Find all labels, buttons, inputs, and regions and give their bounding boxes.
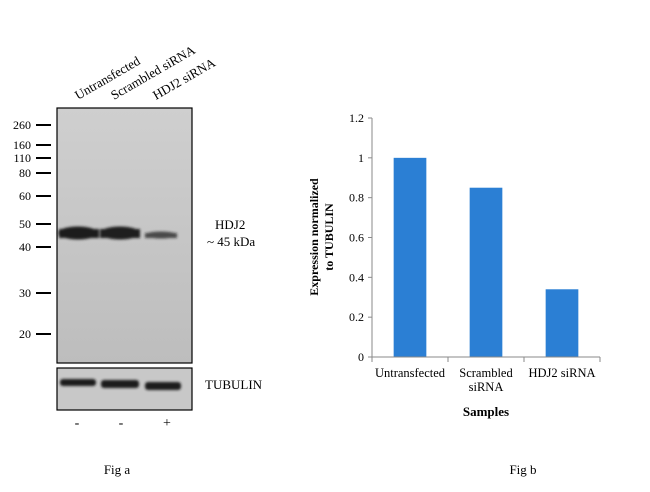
tubulin-bands [60, 379, 181, 390]
y-tick-label: 0.8 [349, 191, 364, 205]
bar-chart-svg: Expression normalized to TUBULIN 0 0.2 0.4… [307, 111, 601, 477]
x-tick-label: HDJ2 siRNA [528, 366, 595, 380]
y-tick-label: 0.4 [349, 270, 364, 284]
x-tick-label: Scrambled [459, 366, 513, 380]
treatment-mark-lane-2: - [119, 416, 124, 431]
fig-b-caption: Fig b [509, 462, 536, 477]
hdj2-bands [58, 226, 177, 240]
y-tick-label: 0.2 [349, 310, 364, 324]
mw-label-80: 80 [19, 166, 31, 180]
treatment-mark-lane-1: - [75, 416, 80, 431]
mw-label-30: 30 [19, 286, 31, 300]
bar-2 [469, 187, 503, 357]
mw-label-110: 110 [13, 151, 31, 165]
mw-label-50: 50 [19, 217, 31, 231]
x-tick-label: Untransfected [375, 366, 446, 380]
y-axis: 0 0.2 0.4 0.6 0.8 1 1.2 [349, 111, 373, 364]
band-size-label: ~ 45 kDa [207, 234, 255, 249]
loading-control-label: TUBULIN [205, 377, 263, 392]
bar-1 [393, 157, 427, 357]
y-axis-title-line-2: to TUBULIN [322, 203, 336, 271]
mw-label-40: 40 [19, 240, 31, 254]
mw-label-160: 160 [13, 138, 31, 152]
y-axis-title-line-1: Expression normalized [307, 178, 321, 296]
y-tick-label: 0.6 [349, 231, 364, 245]
mw-label-20: 20 [19, 327, 31, 341]
y-tick-label: 1.2 [349, 111, 364, 125]
bars [393, 157, 579, 357]
mw-label-60: 60 [19, 189, 31, 203]
x-tick-label: siRNA [469, 380, 504, 394]
hdj2-band-lane-1 [58, 226, 99, 240]
treatment-mark-lane-3: + [163, 416, 171, 431]
tubulin-band-lane-1 [60, 379, 96, 386]
y-tick-label: 0 [358, 350, 364, 364]
bar-3 [545, 289, 579, 357]
tubulin-band-lane-2 [101, 380, 139, 388]
western-blot-svg: Untransfected Scrambled siRNA HDJ2 siRNA… [13, 42, 263, 477]
fig-a-caption: Fig a [104, 462, 131, 477]
hdj2-band-lane-3 [145, 231, 177, 239]
hdj2-band-lane-2 [100, 226, 140, 240]
western-blot-panel: Untransfected Scrambled siRNA HDJ2 siRNA… [0, 0, 300, 487]
x-axis-title: Samples [463, 404, 509, 419]
tubulin-band-lane-3 [145, 382, 181, 390]
y-axis-title: Expression normalized to TUBULIN [307, 178, 336, 296]
mw-label-260: 260 [13, 118, 31, 132]
band-target-label: HDJ2 [215, 217, 245, 232]
mw-ladder: 260 160 110 80 60 50 40 30 20 [13, 118, 51, 341]
y-tick-label: 1 [358, 151, 364, 165]
bar-chart-panel: Expression normalized to TUBULIN 0 0.2 0.4… [300, 0, 650, 487]
